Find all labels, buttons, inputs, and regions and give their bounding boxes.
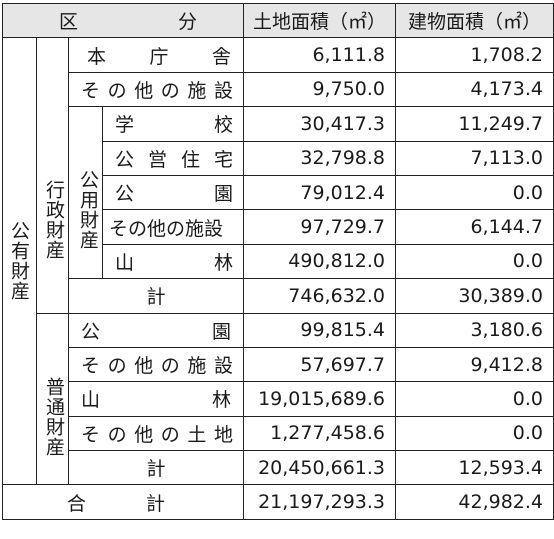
- row-label-mountain: 山 林: [102, 243, 244, 280]
- table-row: 公用財産 学 校 30,417.3 11,249.7: [3, 106, 554, 280]
- row-label-admin-total: 計: [68, 278, 244, 314]
- row-label-ordinary-other-land: そ の 他 の 土 地: [68, 415, 244, 452]
- building-value: 1,708.2: [395, 37, 554, 73]
- header-row: 区 分 土地面積（㎡） 建物面積（㎡）: [2, 2, 554, 39]
- row-label-grand-total: 合 計: [2, 484, 244, 520]
- building-value: 0.0: [395, 174, 554, 211]
- table-row: そ の 他 の 施 設 9,750.0 4,173.4: [3, 71, 554, 108]
- row-label-ordinary-mountain: 山 林: [68, 381, 244, 417]
- header-kubun: 区 分: [2, 2, 244, 39]
- land-value: 99,815.4: [243, 312, 396, 348]
- grand-total-row: 合 計 21,197,293.3 42,982.4: [2, 484, 554, 520]
- land-value: 32,798.8: [243, 140, 396, 176]
- row-label-park: 公 園: [102, 174, 244, 211]
- property-area-table: 区 分 土地面積（㎡） 建物面積（㎡） 公有財産 行政財産 本 庁 舎: [2, 2, 554, 520]
- group-ordinary-property: 普通財産: [36, 312, 69, 486]
- subtotal-row: 計 20,450,661.3 12,593.4: [3, 450, 554, 486]
- header-building: 建物面積（㎡）: [395, 2, 554, 39]
- row-label-ordinary-park: 公 園: [68, 312, 244, 348]
- building-value: 4,173.4: [395, 71, 554, 108]
- table-row: その他の施設 97,729.7 6,144.7: [3, 209, 554, 245]
- land-value: 57,697.7: [243, 346, 396, 383]
- land-value: 9,750.0: [243, 71, 396, 108]
- row-label-ordinary-other: そ の 他 の 施 設: [68, 346, 244, 383]
- table-row: 普通財産 公 園 99,815.4 3,180.6: [3, 312, 554, 486]
- land-value: 20,450,661.3: [243, 450, 396, 486]
- table-row: そ の 他 の 施 設 57,697.7 9,412.8: [3, 346, 554, 383]
- land-value: 79,012.4: [243, 174, 396, 211]
- table-row: そ の 他 の 土 地 1,277,458.6 0.0: [3, 415, 554, 452]
- building-value: 6,144.7: [395, 209, 554, 245]
- building-value: 9,412.8: [395, 346, 554, 383]
- table-row: 山 林 490,812.0 0.0: [3, 243, 554, 280]
- building-value: 0.0: [395, 243, 554, 280]
- row-label-ordinary-total: 計: [68, 450, 244, 486]
- land-value: 1,277,458.6: [243, 415, 396, 452]
- row-label-housing: 公 営 住 宅: [102, 140, 244, 176]
- row-label-school: 学 校: [102, 106, 244, 142]
- land-value: 30,417.3: [243, 106, 396, 142]
- land-value: 746,632.0: [243, 278, 396, 314]
- land-value: 6,111.8: [243, 37, 396, 73]
- building-value: 0.0: [395, 381, 554, 417]
- row-label-admin-other: そ の 他 の 施 設: [68, 71, 244, 108]
- group-administrative-property: 行政財産: [36, 37, 69, 314]
- header-kubun-1: 区: [59, 11, 79, 34]
- land-value: 490,812.0: [243, 243, 396, 280]
- building-value: 12,593.4: [395, 450, 554, 486]
- row-label-public-use-other: その他の施設: [102, 209, 244, 245]
- building-value: 42,982.4: [395, 484, 554, 520]
- table-row: 山 林 19,015,689.6 0.0: [3, 381, 554, 417]
- group-public-property: 公有財産: [2, 37, 37, 486]
- building-value: 11,249.7: [395, 106, 554, 142]
- building-value: 0.0: [395, 415, 554, 452]
- group-public-use-property: 公用財産: [68, 106, 103, 280]
- land-value: 97,729.7: [243, 209, 396, 245]
- table-row: 公 園 79,012.4 0.0: [3, 174, 554, 211]
- building-value: 7,113.0: [395, 140, 554, 176]
- table-row: 公 営 住 宅 32,798.8 7,113.0: [3, 140, 554, 176]
- building-value: 3,180.6: [395, 312, 554, 348]
- land-value: 19,015,689.6: [243, 381, 396, 417]
- building-value: 30,389.0: [395, 278, 554, 314]
- subtotal-row: 計 746,632.0 30,389.0: [3, 278, 554, 314]
- land-value: 21,197,293.3: [243, 484, 396, 520]
- row-label-honcho: 本 庁 舎: [68, 37, 244, 73]
- header-kubun-2: 分: [177, 11, 197, 34]
- header-land: 土地面積（㎡）: [243, 2, 396, 39]
- table-row: 公有財産 行政財産 本 庁 舎 6,111.8 1,708.2: [2, 37, 554, 486]
